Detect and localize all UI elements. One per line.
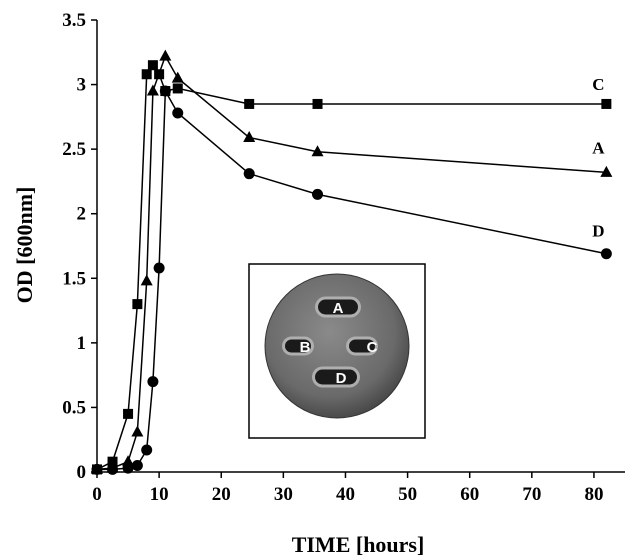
well — [285, 339, 311, 353]
data-point — [244, 98, 255, 109]
data-point — [312, 188, 324, 200]
data-point — [312, 98, 323, 109]
data-point — [172, 107, 184, 119]
x-tick-label: 0 — [92, 484, 102, 505]
x-tick-label: 60 — [460, 484, 479, 505]
data-point — [159, 49, 172, 61]
y-tick-label: 2.5 — [62, 139, 86, 160]
data-point — [122, 455, 135, 467]
inset-plate-image: A B C D — [248, 263, 426, 439]
inset-label-B: B — [300, 339, 311, 356]
series-layer: C A D — [91, 49, 613, 475]
data-point — [311, 145, 324, 157]
data-point — [159, 85, 171, 97]
y-tick-label: 2 — [77, 204, 87, 225]
inset-label-C: C — [367, 339, 378, 356]
x-tick-label: 20 — [212, 484, 231, 505]
axes: 0 0.5 1 1.5 2 2.5 3 3.5 0 10 20 30 40 50 60 70 80 — [62, 10, 625, 505]
x-axis-title: TIME [hours] — [292, 532, 425, 557]
data-point — [131, 460, 143, 472]
y-tick-label: 0.5 — [62, 397, 86, 418]
y-tick-label: 1 — [77, 333, 87, 354]
data-point — [153, 262, 165, 274]
data-point — [131, 425, 144, 437]
x-tick-label: 50 — [398, 484, 417, 505]
inset-label-D: D — [336, 370, 347, 387]
data-point — [140, 274, 153, 286]
inset-label-A: A — [333, 300, 344, 317]
well — [318, 299, 358, 315]
data-point — [172, 83, 183, 94]
data-point — [243, 168, 255, 180]
series-label-A: A — [592, 138, 605, 157]
data-point — [141, 69, 152, 80]
data-point — [132, 299, 143, 310]
well — [315, 369, 357, 385]
data-point — [243, 131, 256, 143]
series-D: D — [91, 85, 612, 475]
data-point — [141, 444, 153, 456]
well — [349, 339, 375, 353]
series-label-C: C — [592, 75, 604, 94]
data-point — [107, 463, 119, 475]
x-tick-label: 80 — [584, 484, 603, 505]
y-tick-label: 3.5 — [62, 10, 86, 31]
agar-plate — [264, 273, 410, 419]
series-label-D: D — [592, 222, 604, 241]
data-point — [171, 71, 184, 83]
y-tick-label: 3 — [77, 75, 87, 96]
x-tick-label: 70 — [522, 484, 541, 505]
y-tick-label: 0 — [77, 462, 87, 483]
y-axis-title: OD [600nm] — [12, 187, 37, 304]
data-point — [91, 463, 103, 475]
data-point — [601, 98, 612, 109]
data-point — [122, 462, 134, 474]
data-point — [147, 60, 158, 71]
data-point — [600, 165, 613, 177]
data-point — [146, 84, 159, 96]
x-tick-label: 40 — [336, 484, 355, 505]
data-point — [147, 376, 159, 388]
x-tick-label: 30 — [274, 484, 293, 505]
data-point — [600, 248, 612, 260]
x-tick-label: 10 — [150, 484, 169, 505]
y-tick-label: 1.5 — [62, 268, 86, 289]
data-point — [123, 408, 134, 419]
